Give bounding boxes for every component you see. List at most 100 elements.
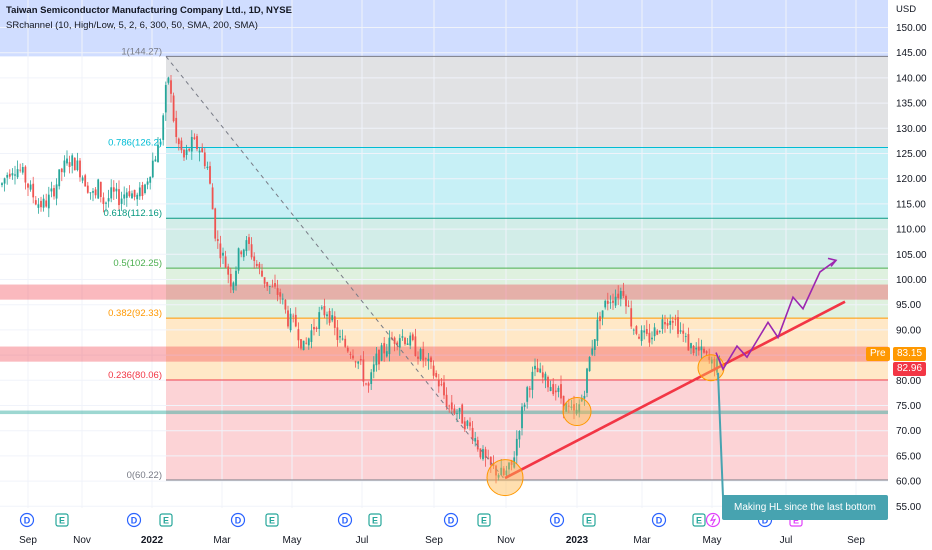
- candle-body: [357, 361, 360, 364]
- projection-path: [715, 259, 837, 371]
- candle-body: [463, 421, 466, 430]
- candle-body: [209, 166, 211, 184]
- candle-body: [123, 194, 126, 199]
- candle-body: [240, 251, 243, 255]
- candle-body: [417, 356, 419, 359]
- candle-body: [614, 296, 617, 306]
- candle-body: [427, 358, 430, 362]
- candle-body: [404, 337, 406, 345]
- candle-body: [508, 462, 510, 470]
- candle-body: [521, 406, 523, 429]
- fib-label-0.786: 0.786(126.2): [108, 137, 162, 148]
- candle-body: [27, 183, 29, 188]
- candle-body: [536, 367, 539, 373]
- candle-body: [294, 314, 297, 327]
- time-tick-label: Mar: [213, 535, 231, 546]
- candle-body: [162, 115, 165, 140]
- candle-body: [372, 364, 375, 372]
- price-tick-label: 55.00: [896, 502, 921, 513]
- candle-body: [656, 330, 659, 335]
- candle-body: [185, 149, 188, 155]
- fib-level-lines: [166, 55, 888, 481]
- price-tick-label: 140.00: [896, 73, 927, 84]
- dividend-marker-glyph: D: [24, 516, 31, 526]
- candle-body: [284, 299, 287, 310]
- candle-body: [149, 176, 152, 183]
- candle-body: [242, 249, 245, 258]
- time-tick-label: Sep: [847, 535, 865, 546]
- candle-body: [586, 368, 588, 393]
- earnings-marker: [159, 513, 173, 527]
- candle-body: [604, 300, 607, 308]
- time-tick-label: May: [283, 535, 302, 546]
- indicator-label: SRchannel (10, High/Low, 5, 2, 6, 300, 5…: [6, 20, 258, 31]
- candle-body: [661, 319, 664, 330]
- fib-label-0: 0(60.22): [127, 470, 162, 481]
- candle-body: [94, 189, 97, 196]
- candle-body: [73, 157, 76, 171]
- dividend-marker-glyph: D: [554, 516, 561, 526]
- candle-body: [136, 194, 139, 200]
- pivot-circle: [562, 397, 592, 427]
- candle-body: [606, 300, 609, 304]
- candle-body: [170, 80, 172, 94]
- candle-body: [131, 193, 133, 199]
- candle-body: [687, 334, 690, 351]
- candle-body: [68, 162, 71, 168]
- candle-body: [710, 359, 713, 364]
- candle-body: [125, 192, 128, 198]
- price-tick-label: 90.00: [896, 325, 921, 336]
- candle-body: [287, 310, 289, 327]
- candle-body: [128, 191, 131, 197]
- candle-body: [8, 173, 11, 177]
- candle-body: [105, 202, 107, 204]
- candle-body: [216, 239, 219, 241]
- time-tick-label: Jul: [356, 535, 369, 546]
- candle-body: [612, 300, 614, 303]
- time-axis[interactable]: Sep Nov 2022 Mar May Jul Sep Nov 2023 Mar May Jul Se…: [0, 528, 888, 550]
- candle-body: [625, 296, 627, 307]
- fib-label-0.236: 0.236(80.06): [108, 370, 162, 381]
- fib-label-0.618: 0.618(112.16): [104, 208, 162, 219]
- candle-body: [232, 282, 235, 291]
- candle-body: [690, 343, 692, 349]
- price-tick-label: 120.00: [896, 174, 927, 185]
- candle-body: [700, 346, 703, 351]
- candle-body: [482, 449, 484, 460]
- price-tick-label: 135.00: [896, 99, 927, 110]
- candle-body: [274, 283, 276, 287]
- candle-body: [297, 329, 300, 341]
- callout-pointer: [717, 372, 724, 498]
- candle-body: [76, 160, 79, 171]
- candle-body: [292, 315, 295, 317]
- time-tick-label: Sep: [19, 535, 37, 546]
- candle-body: [346, 347, 349, 352]
- candle-body: [336, 327, 339, 341]
- dividend-marker-glyph: D: [762, 516, 769, 526]
- candle-body: [703, 348, 705, 353]
- candle-body: [16, 169, 19, 178]
- candle-body: [58, 169, 61, 187]
- price-tick-label: 130.00: [896, 124, 927, 135]
- earnings-marker-glyph: E: [269, 516, 275, 526]
- fib-label-0.382: 0.382(92.33): [108, 308, 162, 319]
- candle-body: [414, 336, 417, 357]
- candle-body: [71, 155, 74, 166]
- candle-body: [406, 343, 409, 345]
- dividend-marker: [651, 512, 667, 528]
- time-tick-label: 2023: [566, 535, 589, 546]
- annotation-callout[interactable]: Making HL since the last bottom: [722, 495, 888, 520]
- candle-body: [206, 166, 209, 169]
- pre-market-price: 83.15: [893, 347, 927, 361]
- price-axis[interactable]: 55.0060.0065.0070.0075.0080.0085.0090.00…: [888, 0, 932, 550]
- candle-body: [474, 438, 477, 442]
- candle-body: [193, 137, 196, 140]
- fib-zone-0.618: [166, 218, 888, 269]
- last-price: 82.96: [893, 362, 927, 376]
- candle-body: [352, 355, 354, 359]
- dividend-marker: [230, 512, 246, 528]
- candle-body: [55, 184, 58, 199]
- candle-body: [684, 335, 687, 337]
- candle-body: [180, 140, 183, 151]
